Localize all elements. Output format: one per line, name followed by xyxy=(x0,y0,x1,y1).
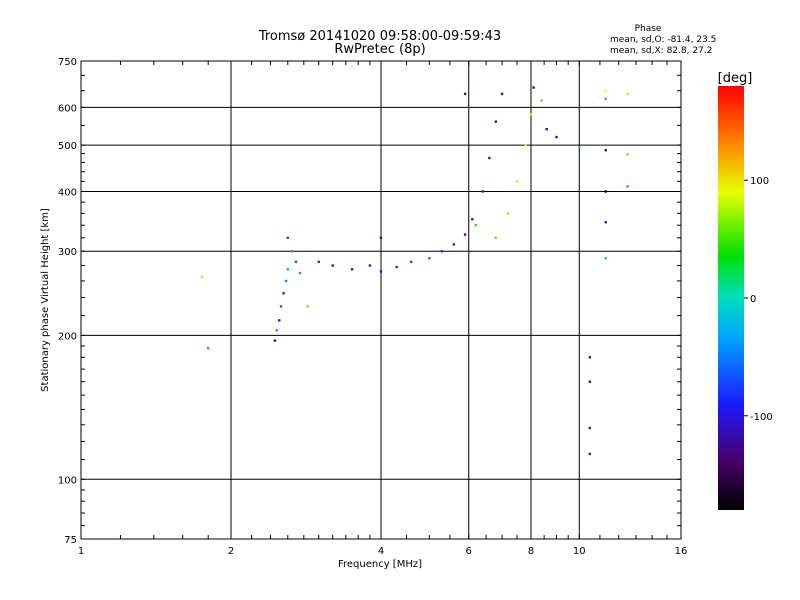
data-point xyxy=(471,218,474,221)
data-point xyxy=(298,271,302,275)
data-point xyxy=(379,270,383,273)
data-point xyxy=(578,146,581,149)
data-point xyxy=(604,149,607,152)
data-point xyxy=(306,305,309,308)
data-point xyxy=(428,257,431,260)
data-point xyxy=(368,264,372,267)
data-point xyxy=(604,89,607,92)
data-point xyxy=(278,319,281,322)
chart-title: Tromsø 20141020 09:58:00-09:59:43 xyxy=(258,29,501,44)
data-point xyxy=(626,185,629,188)
data-point xyxy=(452,243,456,246)
data-point xyxy=(317,260,320,264)
data-point xyxy=(463,233,467,236)
data-point xyxy=(200,275,204,279)
data-point xyxy=(604,190,607,193)
data-point xyxy=(294,260,298,264)
data-point xyxy=(286,236,289,240)
data-point xyxy=(545,127,548,131)
x-tick-label: 4 xyxy=(378,546,384,557)
chart-subtitle: RwPretec (8p) xyxy=(334,42,425,57)
data-point xyxy=(494,236,498,240)
x-tick-label: 6 xyxy=(466,546,472,557)
data-point xyxy=(555,135,558,139)
y-tick-labels: 75 100 200 300 400 500 600 750 xyxy=(58,57,77,546)
data-point xyxy=(206,347,210,350)
y-tick-label: 600 xyxy=(58,103,77,114)
data-point xyxy=(626,153,629,156)
y-tick-label: 400 xyxy=(58,187,77,198)
stats-line-o: mean, sd,O: -81.4, 23.5 xyxy=(610,35,716,45)
minor-ticks xyxy=(81,61,681,539)
data-point xyxy=(588,356,592,359)
data-point xyxy=(463,92,467,96)
colorbar-tick-label: 100 xyxy=(750,176,769,187)
data-point xyxy=(488,156,491,160)
data-point xyxy=(524,143,527,147)
colorbar-tick-label: 0 xyxy=(750,294,756,305)
data-point xyxy=(275,329,278,332)
stats-heading: Phase xyxy=(635,24,662,34)
colorbar xyxy=(718,86,744,510)
data-point xyxy=(379,236,383,240)
data-point xyxy=(440,250,444,253)
data-point xyxy=(500,92,504,96)
y-tick-label: 100 xyxy=(58,475,77,486)
data-point xyxy=(506,212,510,215)
y-tick-label: 750 xyxy=(58,57,77,68)
colorbar-label: [deg] xyxy=(718,71,753,86)
data-point xyxy=(395,265,398,269)
data-point xyxy=(474,224,478,227)
data-points xyxy=(200,86,629,456)
y-axis-label: Stationary phase Virtual Height [km] xyxy=(40,208,51,392)
x-tick-label: 2 xyxy=(228,546,234,557)
y-tick-label: 500 xyxy=(58,141,77,152)
data-point xyxy=(588,452,592,456)
x-tick-label: 10 xyxy=(573,546,586,557)
data-point xyxy=(284,279,288,283)
data-point xyxy=(588,380,592,383)
data-point xyxy=(286,268,289,271)
x-tick-label: 1 xyxy=(78,546,84,557)
data-point xyxy=(350,268,354,271)
data-point xyxy=(279,305,283,308)
data-point xyxy=(481,190,484,193)
data-point xyxy=(604,257,607,260)
stats-line-x: mean, sd,X: 82.8, 27.2 xyxy=(610,46,712,56)
data-point xyxy=(588,426,592,430)
grid-lines xyxy=(81,61,681,539)
x-tick-labels: 1 2 4 6 8 10 16 xyxy=(78,546,688,557)
data-point xyxy=(494,120,498,123)
data-point xyxy=(604,97,607,101)
data-point xyxy=(540,99,543,102)
data-point xyxy=(604,221,607,224)
x-tick-label: 8 xyxy=(528,546,534,557)
y-tick-label: 300 xyxy=(58,247,77,258)
data-point xyxy=(410,260,413,264)
colorbar-ticks: 100 0 -100 xyxy=(744,176,773,423)
colorbar-tick-label: -100 xyxy=(750,412,773,423)
data-point xyxy=(515,180,519,183)
data-point xyxy=(529,113,533,116)
data-point xyxy=(290,250,294,253)
x-axis-label: Frequency [MHz] xyxy=(338,559,422,570)
data-point xyxy=(532,86,535,89)
x-tick-label: 16 xyxy=(675,546,688,557)
data-point xyxy=(626,92,629,96)
data-point xyxy=(273,339,277,342)
y-tick-label: 200 xyxy=(58,331,77,342)
data-point xyxy=(331,264,334,267)
data-point xyxy=(282,292,285,295)
y-tick-label: 75 xyxy=(64,535,77,546)
